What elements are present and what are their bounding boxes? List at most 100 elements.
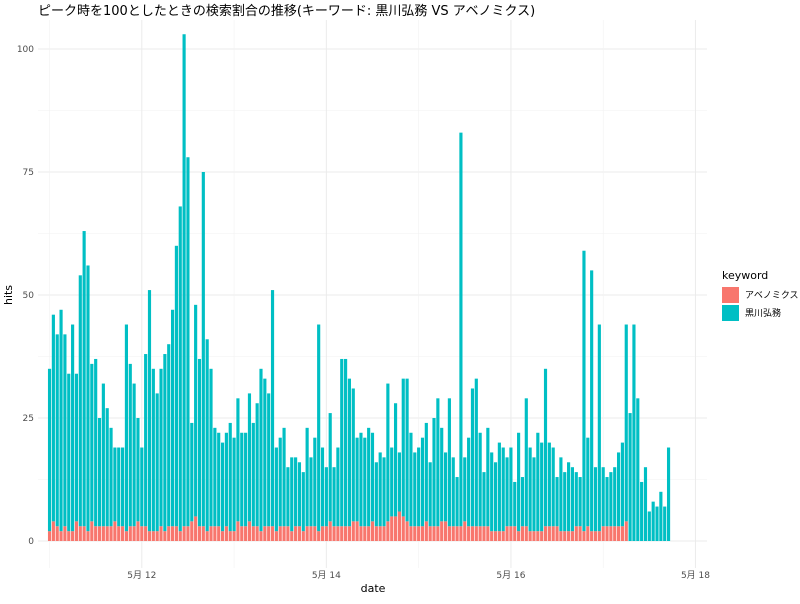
bar-kurokawa [659, 491, 663, 541]
bar-kurokawa [355, 437, 359, 522]
bar-abenomics [540, 531, 544, 541]
bar-abenomics [486, 526, 490, 541]
bar-kurokawa [386, 383, 390, 522]
bar-kurokawa [305, 427, 309, 527]
bar-abenomics [294, 526, 298, 541]
bar-abenomics [170, 526, 175, 541]
bar-abenomics [567, 531, 571, 541]
bar-abenomics [63, 526, 67, 541]
legend-swatch [722, 305, 739, 321]
bar-kurokawa [474, 378, 478, 527]
bar-kurokawa [443, 452, 448, 522]
bar-kurokawa [470, 388, 475, 527]
bar-kurokawa [290, 457, 294, 532]
bar-abenomics [78, 526, 82, 541]
bar-abenomics [351, 521, 355, 541]
bar-abenomics [194, 516, 198, 541]
bar-kurokawa [636, 398, 640, 541]
bar-kurokawa [232, 437, 236, 532]
bar-abenomics [159, 526, 163, 541]
bar-abenomics [601, 526, 605, 541]
bar-abenomics [590, 531, 594, 541]
bar-kurokawa [428, 462, 432, 527]
bar-kurokawa [197, 358, 202, 527]
bar-kurokawa [409, 432, 413, 527]
y-tick-label: 25 [23, 414, 34, 424]
bar-kurokawa [244, 432, 248, 527]
bar-abenomics [409, 526, 413, 541]
bar-abenomics [124, 531, 128, 541]
bar-abenomics [113, 521, 117, 541]
bar-abenomics [82, 526, 86, 541]
bar-kurokawa [632, 324, 636, 541]
bar-kurokawa [317, 324, 321, 532]
bar-kurokawa [574, 472, 578, 527]
bar-abenomics [382, 526, 386, 541]
bar-kurokawa [447, 398, 451, 527]
bar-abenomics [367, 526, 371, 541]
legend-title: keyword [722, 269, 768, 282]
bar-kurokawa [282, 427, 286, 527]
bar-kurokawa [220, 442, 225, 532]
bar-kurokawa [286, 467, 290, 527]
bar-abenomics [624, 521, 628, 541]
bar-kurokawa [109, 427, 113, 527]
x-tick-label: 5月 16 [496, 570, 525, 581]
y-tick-label: 75 [23, 168, 34, 178]
bar-kurokawa [390, 447, 394, 517]
bar-abenomics [167, 526, 171, 541]
bar-abenomics [428, 526, 432, 541]
bar-kurokawa [655, 506, 659, 541]
bar-kurokawa [517, 432, 521, 532]
bar-kurokawa [174, 245, 178, 527]
bar-abenomics [263, 526, 267, 541]
bar-kurokawa [424, 422, 428, 522]
bar-abenomics [436, 526, 440, 541]
bar-abenomics [105, 526, 109, 541]
chart-title: ピーク時を100としたときの検索割合の推移(キーワード: 黒川弘務 VS アベノ… [38, 3, 535, 19]
bar-abenomics [328, 521, 332, 541]
y-tick-label: 50 [23, 291, 35, 301]
y-tick-label: 100 [17, 45, 34, 55]
bar-abenomics [605, 526, 609, 541]
bar-abenomics [517, 531, 521, 541]
bar-kurokawa [367, 427, 371, 527]
x-axis-title: date [361, 582, 386, 595]
bar-abenomics [332, 526, 336, 541]
bar-abenomics [186, 526, 190, 541]
bar-kurokawa [213, 427, 217, 527]
bar-kurokawa [74, 373, 79, 522]
bar-kurokawa [463, 457, 467, 522]
bar-kurokawa [497, 442, 501, 532]
bar-kurokawa [82, 231, 86, 527]
bar-kurokawa [586, 437, 590, 527]
bar-abenomics [474, 526, 478, 541]
bar-abenomics [397, 511, 401, 541]
bar-kurokawa [551, 447, 555, 527]
bar-abenomics [401, 516, 405, 541]
bar-abenomics [228, 531, 232, 541]
bar-kurokawa [640, 481, 644, 541]
bar-kurokawa [151, 368, 155, 532]
bar-kurokawa [59, 309, 63, 532]
bar-abenomics [405, 521, 409, 541]
bar-kurokawa [436, 398, 440, 527]
bar-abenomics [213, 526, 217, 541]
bar-kurokawa [628, 413, 632, 541]
bar-kurokawa [578, 477, 582, 527]
bar-kurokawa [97, 418, 102, 527]
bar-kurokawa [128, 363, 132, 527]
bar-kurokawa [432, 418, 436, 527]
bar-abenomics [128, 526, 132, 541]
bar-kurokawa [78, 275, 82, 527]
bar-abenomics [174, 526, 178, 541]
bar-abenomics [297, 526, 302, 541]
bar-kurokawa [55, 334, 59, 527]
y-axis-title: hits [2, 285, 15, 305]
bar-abenomics [101, 526, 105, 541]
bar-abenomics [86, 531, 90, 541]
bar-kurokawa [613, 467, 617, 527]
bar-kurokawa [294, 457, 298, 527]
bar-kurokawa [605, 477, 609, 527]
